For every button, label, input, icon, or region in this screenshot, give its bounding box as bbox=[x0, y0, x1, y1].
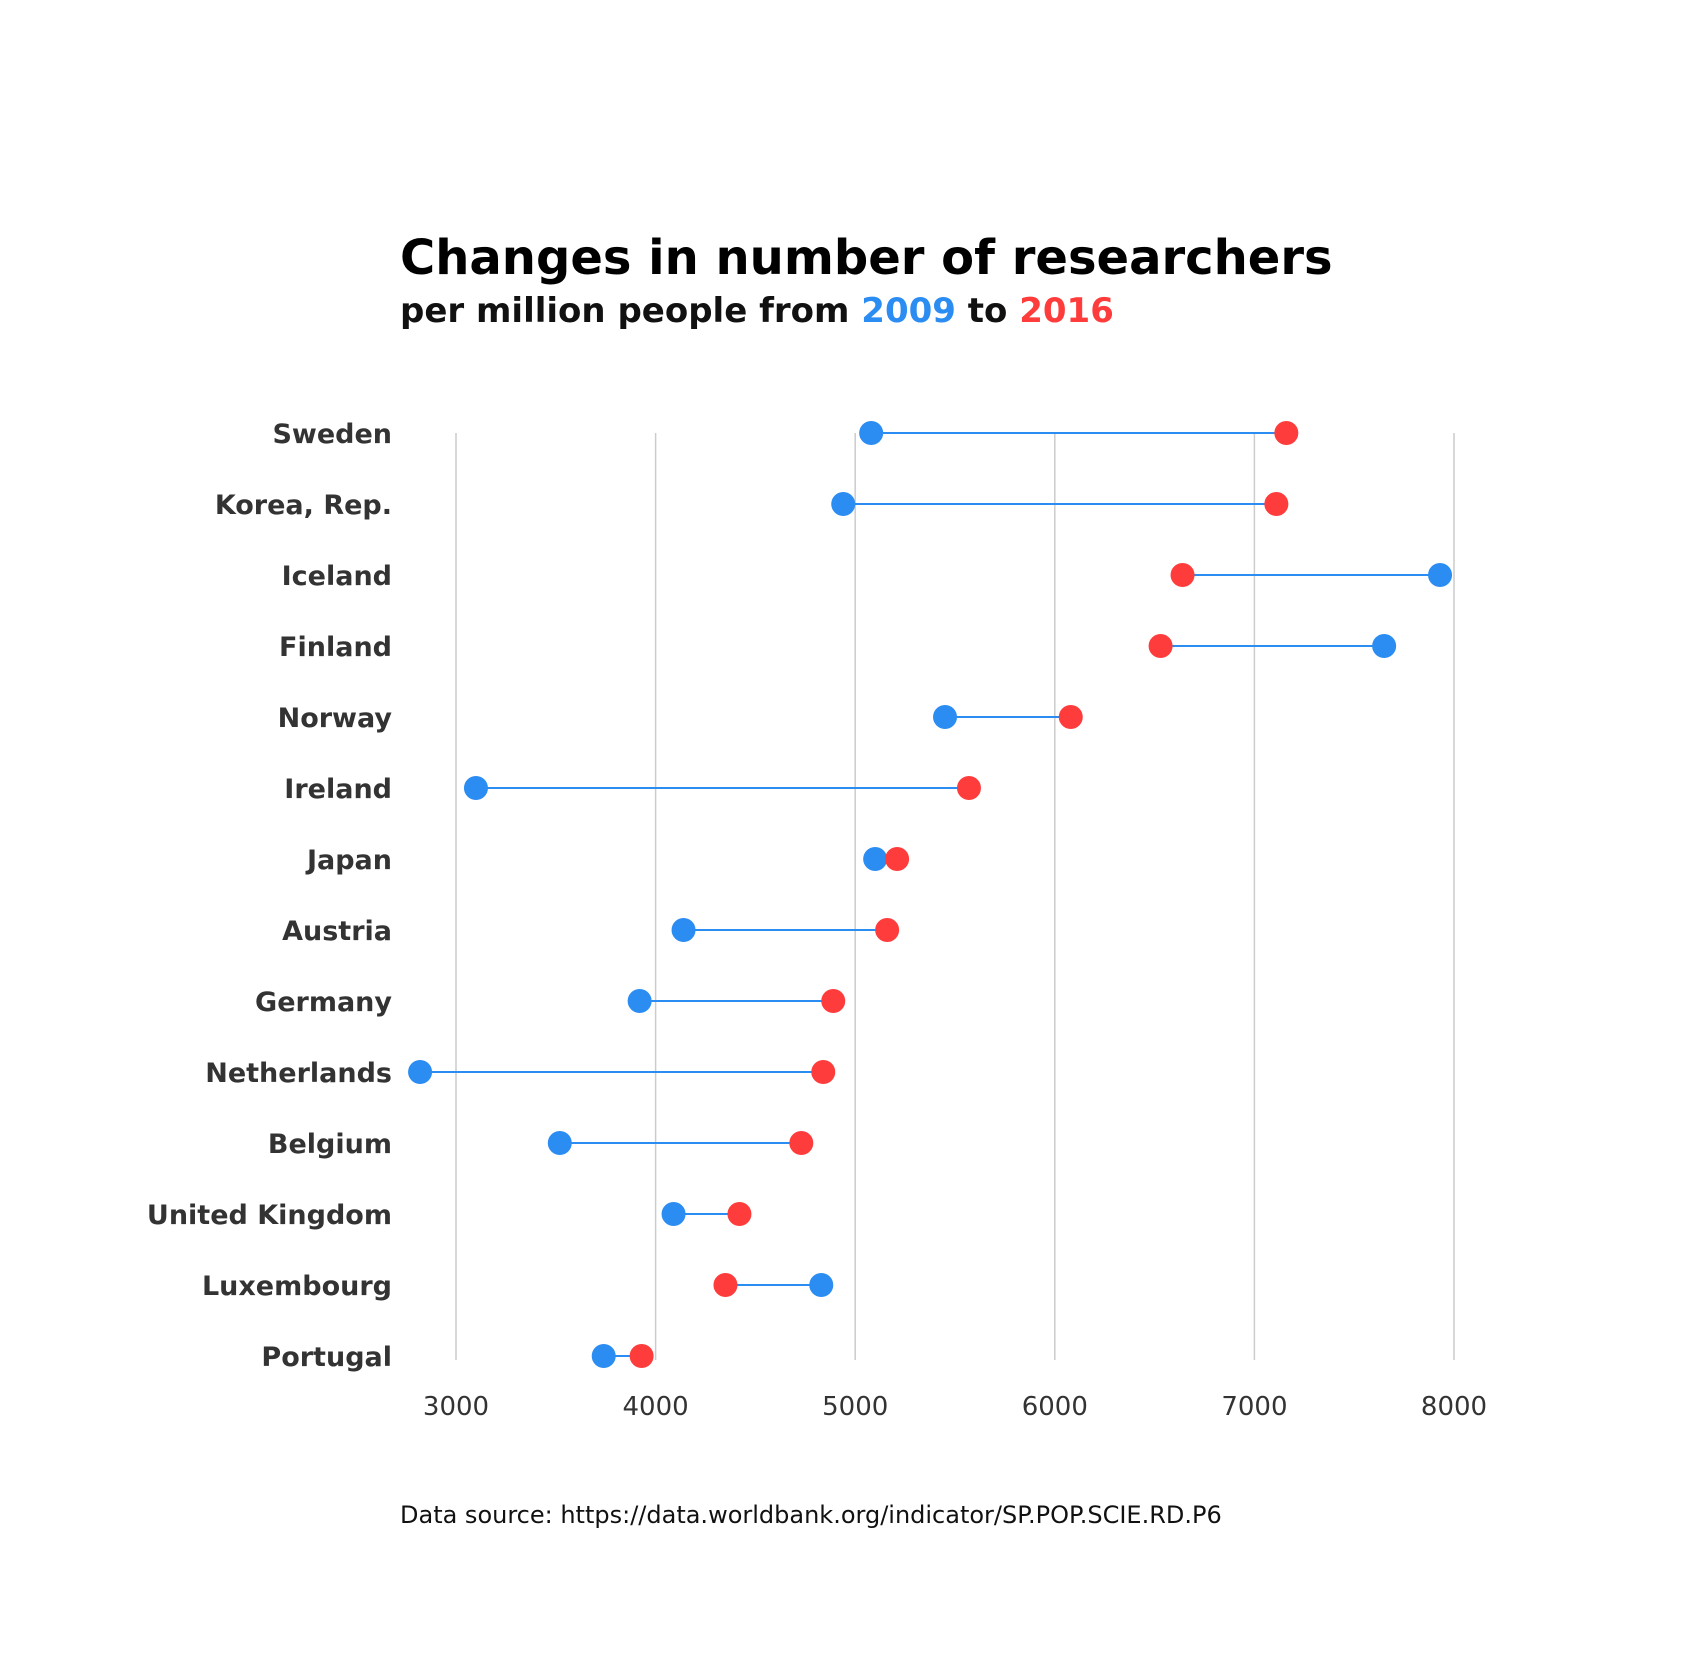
category-label-finland: Finland bbox=[279, 632, 392, 663]
grid bbox=[455, 433, 1455, 1360]
x-tick-label-7000: 7000 bbox=[1221, 1392, 1287, 1422]
x-tick-label-3000: 3000 bbox=[423, 1392, 489, 1422]
category-label-netherlands: Netherlands bbox=[205, 1058, 392, 1089]
point-2016-belgium bbox=[789, 1131, 814, 1155]
data-source-note: Data source: https://data.worldbank.org/… bbox=[400, 1501, 1222, 1529]
category-label-japan: Japan bbox=[305, 845, 392, 876]
point-2009-netherlands bbox=[408, 1060, 433, 1084]
point-2009-sweden bbox=[859, 421, 884, 445]
category-label-portugal: Portugal bbox=[261, 1342, 392, 1373]
category-label-belgium: Belgium bbox=[268, 1129, 392, 1160]
category-label-sweden: Sweden bbox=[272, 419, 392, 450]
subtitle-year-2016: 2016 bbox=[1019, 291, 1114, 331]
point-2016-ireland bbox=[956, 776, 981, 800]
point-2016-norway bbox=[1058, 705, 1083, 729]
category-label-korea-rep: Korea, Rep. bbox=[215, 490, 392, 521]
category-label-luxembourg: Luxembourg bbox=[202, 1271, 392, 1302]
category-label-norway: Norway bbox=[278, 703, 393, 734]
subtitle-prefix: per million people from bbox=[400, 291, 861, 331]
x-tick-label-4000: 4000 bbox=[623, 1392, 689, 1422]
point-2016-portugal bbox=[629, 1344, 654, 1368]
point-2009-germany bbox=[627, 989, 652, 1013]
point-2009-austria bbox=[671, 918, 696, 942]
point-2016-austria bbox=[875, 918, 900, 942]
dumbbell-marks bbox=[408, 421, 1453, 1368]
subtitle-year-2009: 2009 bbox=[861, 291, 956, 331]
point-2016-iceland bbox=[1170, 563, 1195, 587]
point-2009-belgium bbox=[547, 1131, 572, 1155]
point-2009-iceland bbox=[1428, 563, 1453, 587]
point-2009-korea-rep bbox=[831, 492, 856, 516]
chart-title: Changes in number of researchers bbox=[400, 230, 1333, 286]
point-2016-netherlands bbox=[811, 1060, 836, 1084]
point-2009-finland bbox=[1372, 634, 1397, 658]
point-2016-united-kingdom bbox=[727, 1202, 752, 1226]
point-2009-norway bbox=[933, 705, 958, 729]
point-2009-united-kingdom bbox=[661, 1202, 686, 1226]
point-2009-ireland bbox=[463, 776, 488, 800]
point-2016-korea-rep bbox=[1264, 492, 1289, 516]
point-2016-japan bbox=[885, 847, 910, 871]
category-labels: Sweden Korea, Rep. Iceland Finland Norway Ire… bbox=[147, 419, 392, 1373]
chart-subtitle: per million people from 2009 to 2016 bbox=[400, 291, 1114, 331]
category-label-ireland: Ireland bbox=[284, 774, 392, 805]
point-2009-japan bbox=[863, 847, 888, 871]
point-2016-sweden bbox=[1274, 421, 1299, 445]
x-tick-label-6000: 6000 bbox=[1022, 1392, 1088, 1422]
category-label-germany: Germany bbox=[255, 987, 392, 1018]
category-label-united-kingdom: United Kingdom bbox=[147, 1200, 392, 1231]
point-2016-germany bbox=[821, 989, 846, 1013]
category-label-iceland: Iceland bbox=[282, 561, 392, 592]
x-tick-label-8000: 8000 bbox=[1421, 1392, 1487, 1422]
category-label-austria: Austria bbox=[282, 916, 392, 947]
point-2016-luxembourg bbox=[713, 1273, 738, 1297]
point-2009-luxembourg bbox=[809, 1273, 834, 1297]
subtitle-middle: to bbox=[956, 291, 1019, 331]
x-axis-ticks: 3000 4000 5000 6000 7000 8000 bbox=[423, 1392, 1487, 1422]
point-2016-finland bbox=[1148, 634, 1173, 658]
x-tick-label-5000: 5000 bbox=[822, 1392, 888, 1422]
point-2009-portugal bbox=[591, 1344, 616, 1368]
